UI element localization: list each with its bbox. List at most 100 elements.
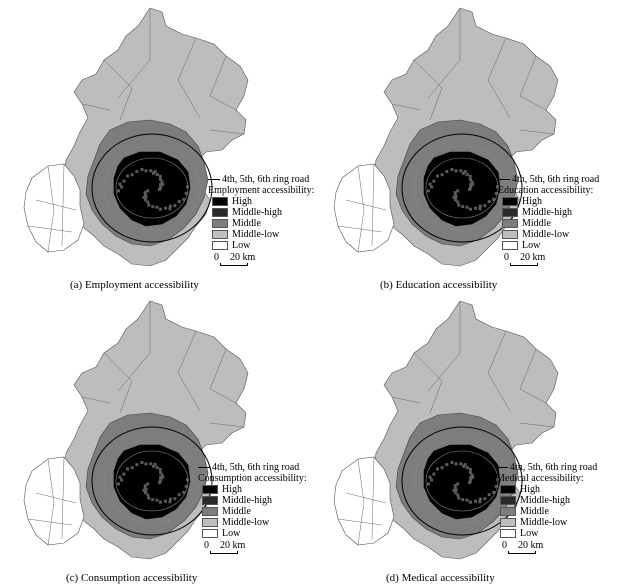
scale-label: 20 km <box>230 252 256 263</box>
district-boundary <box>209 129 245 135</box>
grid-cell <box>130 173 134 177</box>
ring-road-line-icon <box>198 467 210 468</box>
swatch-low-icon <box>500 529 516 538</box>
grid-cell <box>427 189 430 193</box>
grid-cell <box>468 174 472 178</box>
western-districts-region <box>333 456 395 546</box>
grid-cell <box>120 185 124 189</box>
ring-road-line-icon <box>496 467 508 468</box>
scale-bar: 0 20 km <box>500 540 560 555</box>
panel-caption: (d) Medical accessibility <box>386 572 495 584</box>
grid-cell <box>143 486 147 490</box>
grid-cell <box>164 499 167 503</box>
grid-cell <box>151 498 155 502</box>
legend-item-middle-low: Middle-low <box>202 517 307 528</box>
ring-road <box>425 450 499 512</box>
district-boundary <box>519 348 547 404</box>
grid-cell <box>483 497 487 501</box>
scale-zero: 0 <box>504 252 509 263</box>
grid-cell <box>428 182 432 186</box>
grid-cell <box>161 475 165 479</box>
district-boundary <box>209 422 245 428</box>
grid-cell <box>155 498 159 502</box>
ring-road <box>91 133 213 243</box>
legend-title: Employment accessibility: <box>208 185 315 196</box>
grid-cell <box>474 499 477 503</box>
grid-cell <box>120 478 124 482</box>
grid-cell <box>457 496 461 500</box>
grid-cell <box>144 491 147 495</box>
grid-cell <box>463 170 467 174</box>
grid-cell <box>168 497 172 501</box>
legend-label: Middle <box>520 506 549 517</box>
grid-cell <box>142 488 146 492</box>
grid-cell <box>159 183 163 187</box>
district-boundary <box>27 225 73 233</box>
grid-cell <box>432 472 436 476</box>
grid-cell <box>445 170 449 174</box>
grid-cell <box>143 193 147 197</box>
grid-cell <box>445 463 449 467</box>
grid-cell <box>469 478 473 481</box>
grid-cell <box>495 478 499 482</box>
legend-title: Education accessibility: <box>498 185 594 196</box>
grid-cell <box>487 493 491 497</box>
grid-cell <box>461 205 465 209</box>
grid-cell <box>487 200 491 204</box>
legend-label: Middle <box>522 218 551 229</box>
grid-cell <box>155 466 159 470</box>
grid-cell <box>117 482 120 486</box>
grid-cell <box>440 466 444 470</box>
legend-label: Middle-high <box>222 495 272 506</box>
grid-cell <box>470 473 474 477</box>
panel-medical: 4th, 5th, 6th ring road Medical accessib… <box>310 293 619 586</box>
swatch-middle-icon <box>500 507 516 516</box>
grid-cell <box>158 207 162 211</box>
grid-cell <box>456 200 460 204</box>
grid-cell <box>427 482 430 486</box>
panel-caption: (b) Education accessibility <box>380 279 498 291</box>
grid-cell <box>469 471 472 475</box>
grid-cell <box>160 473 164 477</box>
grid-cell <box>159 178 162 182</box>
grid-cell <box>151 205 155 209</box>
panel-consumption: 4th, 5th, 6th ring road Consumption acce… <box>0 293 309 586</box>
grid-cell <box>140 168 144 171</box>
grid-cell <box>159 476 163 480</box>
ring-road <box>115 157 189 219</box>
district-boundary <box>357 458 365 546</box>
district-boundary <box>413 59 443 121</box>
panel-caption: (c) Consumption accessibility <box>66 572 198 584</box>
grid-cell <box>161 182 165 186</box>
grid-cell <box>468 467 472 471</box>
grid-cell <box>469 476 473 480</box>
grid-cell <box>462 464 465 468</box>
grid-cell <box>177 200 181 204</box>
legend-label: High <box>232 196 252 207</box>
grid-cell <box>160 180 164 184</box>
grid-cell <box>144 488 148 492</box>
map-legend: 4th, 5th, 6th ring road Education access… <box>498 174 599 267</box>
western-districts-region <box>23 163 85 253</box>
grid-cell <box>159 478 163 481</box>
legend-label: High <box>522 196 542 207</box>
ring-road <box>425 157 499 219</box>
grid-cell <box>117 189 120 193</box>
grid-cell <box>152 464 155 468</box>
grid-cell <box>168 204 172 208</box>
district-boundary <box>357 165 365 253</box>
grid-cell <box>159 471 162 475</box>
grid-cell <box>164 206 167 210</box>
grid-cell <box>173 497 177 501</box>
grid-cell <box>456 189 460 193</box>
legend-label: Low <box>522 240 541 251</box>
grid-cell <box>465 173 469 177</box>
ring-road-label: 4th, 5th, 6th ring road <box>512 174 600 185</box>
grid-cell <box>430 185 434 189</box>
legend-item-middle: Middle <box>502 218 599 229</box>
legend-label: Low <box>222 528 241 539</box>
legend-label: Middle-high <box>522 207 572 218</box>
grid-cell <box>146 493 150 497</box>
swatch-high-icon <box>502 197 518 206</box>
legend-title: Consumption accessibility: <box>198 473 307 484</box>
